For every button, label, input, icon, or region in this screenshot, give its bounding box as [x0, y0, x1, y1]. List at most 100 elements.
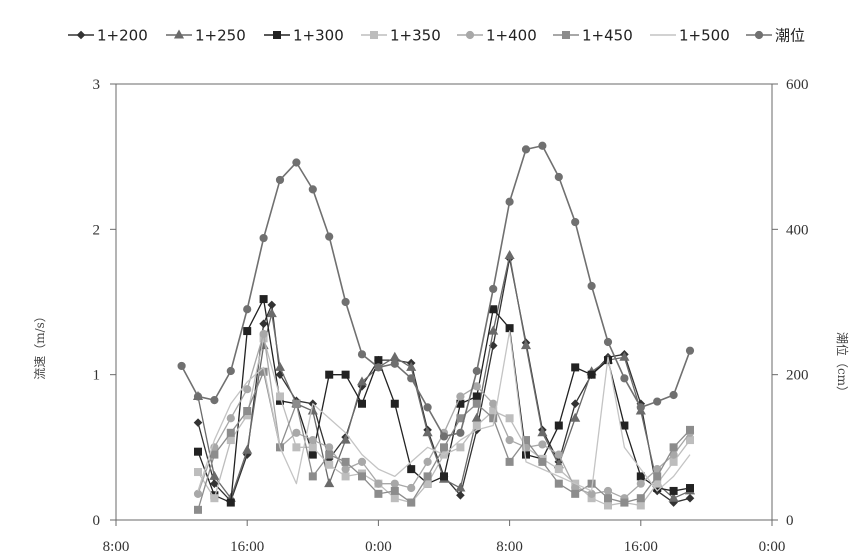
data-point [390, 399, 399, 408]
data-point [242, 444, 253, 454]
data-point [440, 443, 448, 452]
legend-item: 潮位 [746, 27, 805, 45]
data-point [554, 450, 563, 459]
data-point [422, 427, 433, 437]
plot-area-frame [115, 83, 773, 521]
data-point [243, 385, 252, 394]
legend-swatch-marker [273, 31, 281, 39]
data-point [489, 399, 498, 408]
data-point [389, 351, 400, 361]
data-point [357, 457, 367, 466]
data-point [653, 479, 662, 488]
data-point [653, 472, 662, 481]
data-point [505, 414, 514, 423]
data-point [374, 489, 383, 498]
data-point [266, 308, 277, 318]
data-point [210, 396, 219, 405]
legend-swatch-marker [465, 30, 475, 40]
legend-label: 1+500 [679, 27, 730, 45]
data-point [686, 436, 694, 445]
data-point [423, 472, 432, 481]
legend: 1+200 1+250 1+300 1+350 1+400 1+450 1+500 潮位 [68, 27, 805, 45]
data-point [325, 450, 334, 459]
data-point [226, 366, 235, 376]
data-point [325, 460, 334, 469]
right-tick-label: 0 [786, 513, 794, 529]
data-point [571, 489, 580, 498]
series-1+450 [194, 367, 694, 514]
data-point [340, 434, 351, 444]
data-point [505, 457, 514, 466]
legend-item: 1+200 [68, 27, 148, 45]
data-point [193, 418, 203, 427]
data-point [636, 494, 645, 503]
right-y-axis: 0 200 400 600 [772, 77, 809, 529]
data-point [636, 501, 645, 510]
data-point [407, 498, 416, 507]
data-point [636, 403, 645, 412]
legend-item: 1+450 [553, 27, 633, 45]
legend-label: 1+450 [582, 27, 633, 45]
data-point [455, 482, 466, 492]
data-point [489, 305, 498, 314]
legend-label: 1+350 [390, 27, 441, 45]
x-tick-label: 16:00 [230, 539, 264, 555]
data-point [471, 412, 482, 422]
legend-label: 潮位 [775, 27, 805, 45]
data-point [276, 392, 284, 401]
series-1+250 [192, 249, 696, 502]
data-point [587, 370, 596, 379]
data-point [308, 185, 317, 194]
data-point [554, 479, 563, 488]
right-axis-title: 潮位（cm） [835, 332, 850, 398]
data-point [603, 337, 613, 347]
data-point [456, 392, 465, 401]
data-point [472, 421, 481, 430]
data-point [489, 284, 498, 294]
data-point [341, 297, 350, 307]
data-point [193, 489, 203, 498]
data-point [653, 397, 662, 406]
data-point [292, 428, 301, 437]
data-point [604, 501, 612, 510]
data-point [308, 435, 317, 445]
data-point [538, 440, 547, 449]
legend-label: 1+250 [195, 27, 246, 45]
series-line [197, 330, 691, 492]
x-tick-label: 8:00 [496, 539, 523, 555]
data-point [292, 399, 301, 408]
data-point [374, 479, 383, 488]
data-point [636, 472, 645, 481]
right-tick-label: 400 [786, 222, 809, 238]
data-point [341, 465, 350, 474]
data-point [472, 399, 481, 408]
legend-item: 1+350 [361, 27, 441, 45]
data-point [209, 470, 220, 480]
data-point [472, 392, 481, 401]
x-tick-label: 0:00 [759, 539, 786, 555]
left-axis-title: 流速（m/s） [33, 310, 47, 380]
data-point [341, 370, 350, 379]
left-tick-label: 0 [93, 513, 101, 529]
data-point [210, 494, 219, 503]
legend-swatch-marker [76, 30, 86, 40]
data-point [308, 443, 317, 452]
data-point [308, 472, 317, 481]
legend-swatch-marker [562, 31, 570, 39]
data-point [554, 172, 563, 182]
data-point [538, 457, 547, 466]
data-point [193, 392, 203, 401]
data-point [488, 325, 499, 335]
data-point [259, 233, 268, 243]
x-axis: 8:00 16:00 0:00 8:00 16:00 0:00 [103, 520, 786, 555]
data-point [308, 450, 317, 459]
data-point [324, 478, 335, 488]
data-point [456, 443, 465, 452]
data-point [554, 421, 563, 430]
data-point [194, 505, 202, 514]
data-point [275, 175, 285, 185]
data-point [505, 197, 514, 206]
x-tick-label: 16:00 [624, 539, 658, 555]
data-point [390, 479, 399, 488]
